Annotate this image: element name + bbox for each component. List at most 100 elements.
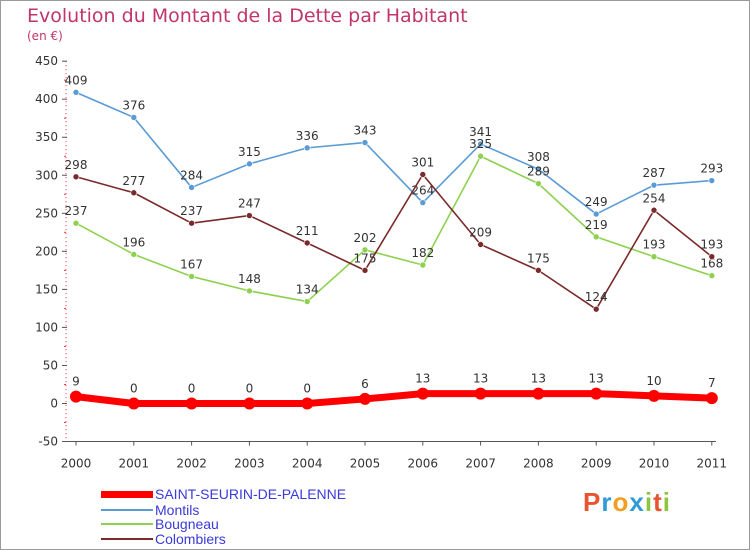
- series-line-montils: [75, 91, 713, 215]
- logo-letter: P: [583, 487, 602, 517]
- x-tick-label: 2011: [697, 457, 728, 471]
- legend-label-colombiers: Colombiers: [155, 531, 226, 547]
- y-tick-label: 100: [35, 320, 58, 334]
- data-point: [185, 397, 198, 410]
- data-point: [419, 199, 427, 206]
- data-point: [361, 246, 369, 254]
- data-label: 287: [643, 166, 666, 180]
- data-label: 237: [65, 204, 88, 218]
- data-point: [419, 171, 427, 178]
- y-tick-label: 150: [35, 282, 58, 296]
- x-tick-label: 2002: [176, 457, 207, 471]
- proxiti-logo: Proxiti: [583, 487, 671, 518]
- legend-swatch-bougneau: [101, 523, 153, 525]
- series-line-bougneau: [75, 155, 713, 303]
- series-line-colombiers: [75, 173, 713, 310]
- data-point: [477, 241, 484, 248]
- data-label: 264: [411, 184, 434, 198]
- data-label: 13: [589, 372, 604, 386]
- logo-letter: o: [612, 487, 630, 517]
- legend-label-montils: Montils: [155, 502, 200, 518]
- data-point: [72, 89, 80, 96]
- x-tick-label: 2006: [408, 457, 439, 471]
- data-label: 409: [65, 73, 88, 87]
- chart-title: Evolution du Montant de la Dette par Hab…: [27, 5, 468, 27]
- data-label: 376: [122, 98, 145, 112]
- data-point: [303, 144, 311, 152]
- data-point: [477, 140, 484, 148]
- data-point: [474, 387, 487, 400]
- legend-item-montils: Montils: [101, 502, 199, 518]
- data-label: 202: [354, 231, 377, 245]
- y-tick-label: 350: [35, 130, 58, 144]
- x-tick-label: 2000: [61, 457, 92, 471]
- legend-swatch-colombiers: [101, 538, 153, 540]
- data-label: 298: [65, 158, 88, 172]
- data-point: [535, 267, 542, 274]
- data-point: [361, 139, 369, 146]
- series-line-saint-seurin-de-palenne: [72, 390, 716, 407]
- data-point: [246, 160, 253, 168]
- x-tick-label: 2001: [119, 457, 150, 471]
- data-label: 7: [708, 376, 716, 390]
- data-point: [70, 390, 82, 403]
- data-point: [301, 397, 314, 410]
- logo-letter: t: [653, 487, 663, 517]
- data-point: [246, 212, 253, 219]
- data-label: 341: [469, 125, 492, 139]
- data-label: 211: [296, 224, 319, 238]
- data-label: 167: [180, 257, 203, 271]
- data-label: 237: [180, 204, 203, 218]
- data-label: 219: [585, 218, 608, 232]
- x-tick-label: 2008: [523, 457, 554, 471]
- data-point: [592, 210, 600, 218]
- data-point: [535, 180, 542, 187]
- logo-letter: r: [601, 487, 613, 517]
- x-tick-label: 2010: [639, 457, 670, 471]
- data-label: 209: [469, 225, 492, 239]
- data-label: 0: [246, 382, 254, 396]
- data-point: [359, 392, 371, 405]
- data-label: 0: [303, 382, 311, 396]
- data-point: [532, 387, 545, 400]
- y-tick-label: 250: [35, 206, 58, 220]
- data-point: [592, 233, 600, 241]
- data-point: [130, 251, 138, 258]
- logo-letter: i: [662, 487, 671, 517]
- data-point: [708, 177, 716, 184]
- data-point: [130, 114, 138, 121]
- data-label: 196: [122, 235, 145, 249]
- y-tick-label: -50: [38, 435, 58, 449]
- data-point: [243, 397, 256, 410]
- data-point: [246, 287, 253, 295]
- data-label: 284: [180, 168, 203, 182]
- data-label: 13: [531, 372, 546, 386]
- data-point: [416, 387, 429, 400]
- data-point: [72, 173, 80, 181]
- x-tick-label: 2005: [350, 457, 381, 471]
- data-point: [127, 397, 140, 410]
- data-point: [72, 219, 80, 227]
- data-point: [650, 253, 658, 260]
- data-label: 10: [646, 374, 661, 388]
- data-point: [303, 298, 311, 305]
- data-point: [188, 219, 195, 227]
- data-label: 277: [122, 174, 145, 188]
- data-point: [708, 272, 716, 279]
- data-label: 134: [296, 283, 319, 297]
- data-label: 6: [361, 377, 369, 391]
- data-label: 9: [72, 375, 80, 389]
- y-tick-label: 200: [35, 244, 58, 258]
- legend-label-saint-seurin: SAINT-SEURIN-DE-PALENNE: [155, 486, 347, 502]
- y-tick-label: 0: [50, 397, 58, 411]
- data-point: [188, 184, 195, 191]
- x-tick-label: 2009: [581, 457, 612, 471]
- chart-subtitle: (en €): [27, 29, 63, 43]
- data-label: 336: [296, 129, 319, 143]
- y-tick-label: 50: [43, 358, 58, 372]
- data-point: [650, 181, 658, 189]
- data-point: [419, 261, 427, 269]
- data-point: [303, 239, 311, 247]
- data-label: 124: [585, 290, 608, 304]
